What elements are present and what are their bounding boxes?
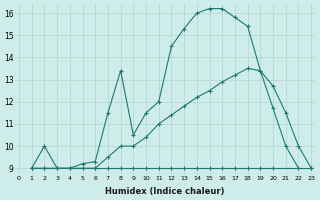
X-axis label: Humidex (Indice chaleur): Humidex (Indice chaleur) xyxy=(105,187,225,196)
